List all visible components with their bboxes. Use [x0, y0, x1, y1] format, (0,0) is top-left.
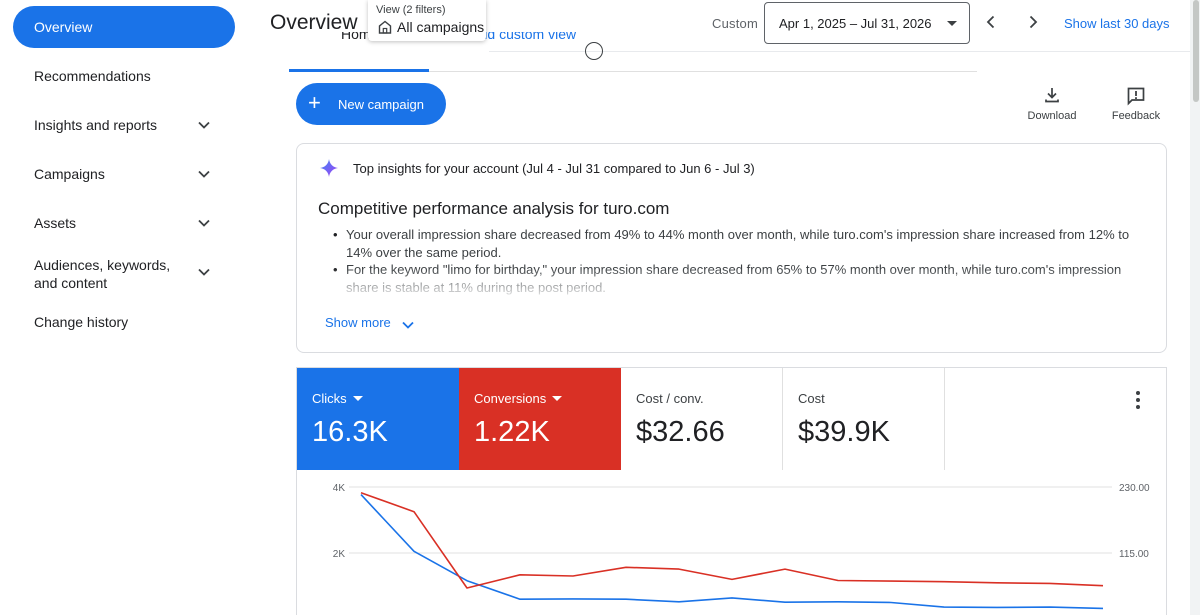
- series-line-clicks: [360, 494, 1104, 610]
- sidebar-item-insights-and-reports[interactable]: Insights and reports: [34, 117, 157, 133]
- plus-icon: +: [308, 90, 321, 115]
- metric-label: Cost / conv.: [636, 391, 704, 406]
- metric-value: $32.66: [636, 416, 725, 448]
- metric-label: Cost: [798, 391, 825, 406]
- y-tick-label-right: 115.00: [1119, 549, 1149, 560]
- chevron-left-icon[interactable]: [983, 14, 999, 30]
- more-vert-icon[interactable]: [1135, 390, 1141, 410]
- tab-add-custom-view[interactable]: + Add custom view: [459, 32, 577, 42]
- show-last-30-days-link[interactable]: Show last 30 days: [1064, 16, 1170, 31]
- caret-down-icon[interactable]: [352, 396, 363, 401]
- metric-label-text: Clicks: [312, 391, 347, 406]
- line-chart: 4K 2K 230.00 115.00: [333, 483, 1150, 610]
- metric-card-cost[interactable]: Cost $39.9K: [783, 368, 945, 470]
- scrollbar-thumb[interactable]: [1193, 0, 1199, 102]
- metric-value: 16.3K: [312, 416, 388, 448]
- insight-bullet: Your overall impression share decreased …: [333, 226, 1133, 261]
- series-line-conversions: [360, 491, 1104, 589]
- date-mode-label: Custom: [712, 16, 758, 31]
- sparkle-icon: [320, 159, 338, 177]
- info-icon[interactable]: [585, 42, 603, 60]
- chevron-down-icon[interactable]: [196, 264, 212, 280]
- tab-bar: Home + Add custom view: [289, 32, 979, 71]
- metric-value: 1.22K: [474, 416, 550, 448]
- view-filter-label: View (2 filters): [376, 4, 446, 16]
- chevron-right-icon[interactable]: [1025, 14, 1041, 30]
- new-campaign-button[interactable]: + New campaign: [296, 83, 446, 125]
- sidebar-item-overview[interactable]: Overview: [13, 6, 235, 48]
- header-divider: [489, 51, 1200, 52]
- sidebar-item-assets[interactable]: Assets: [34, 215, 77, 231]
- feedback-icon: [1127, 87, 1145, 106]
- metric-label: Clicks: [312, 391, 363, 406]
- metric-card-clicks[interactable]: Clicks 16.3K: [297, 368, 459, 470]
- date-range-text: Apr 1, 2025 – Jul 31, 2026: [779, 16, 932, 31]
- page-title: Overview: [270, 11, 358, 34]
- y-tick-label-left: 4K: [333, 483, 346, 494]
- new-campaign-label: New campaign: [338, 97, 424, 112]
- metric-card-conversions[interactable]: Conversions 1.22K: [459, 368, 621, 470]
- y-tick-label-left: 2K: [333, 549, 346, 560]
- download-icon: [1045, 88, 1059, 103]
- tab-home-indicator: [289, 69, 429, 72]
- sidebar-item-audiences[interactable]: Audiences, keywords, and content: [34, 257, 171, 291]
- download-label: Download: [1027, 110, 1077, 122]
- chevron-down-icon[interactable]: [401, 318, 415, 332]
- text-fade-overlay: [317, 268, 1157, 296]
- metric-label-text: Conversions: [474, 391, 547, 406]
- metric-label: Conversions: [474, 391, 563, 406]
- chevron-down-icon[interactable]: [196, 166, 212, 182]
- sidebar-item-campaigns[interactable]: Campaigns: [34, 166, 105, 182]
- y-tick-label-right: 230.00: [1119, 483, 1150, 494]
- date-range-picker[interactable]: Apr 1, 2025 – Jul 31, 2026: [764, 2, 970, 44]
- feedback-label: Feedback: [1111, 110, 1161, 122]
- tab-home[interactable]: Home: [341, 32, 379, 42]
- insights-card: Top insights for your account (Jul 4 - J…: [296, 143, 1167, 353]
- caret-down-icon[interactable]: [552, 396, 563, 401]
- performance-chart: 4K 2K 230.00 115.00: [296, 469, 1167, 615]
- show-more-link[interactable]: Show more: [325, 315, 391, 330]
- sidebar-item-change-history[interactable]: Change history: [34, 314, 129, 330]
- scrollbar[interactable]: [1190, 0, 1200, 615]
- view-filter-value: All campaigns: [397, 19, 485, 35]
- metric-card-cost-per-conv[interactable]: Cost / conv. $32.66: [621, 368, 783, 470]
- metric-value: $39.9K: [798, 416, 890, 448]
- view-filter-dropdown[interactable]: View (2 filters) All campaigns: [368, 0, 486, 41]
- insight-title: Competitive performance analysis for tur…: [318, 199, 670, 218]
- metrics-row: Clicks 16.3K Conversions 1.22K Cost / co…: [296, 367, 1167, 470]
- chevron-down-icon[interactable]: [196, 117, 212, 133]
- sidebar: Overview Recommendations Insights and re…: [0, 0, 250, 615]
- building-icon: [378, 20, 392, 34]
- sidebar-item-recommendations[interactable]: Recommendations: [34, 68, 151, 84]
- tab-divider: [289, 71, 977, 72]
- chevron-down-icon[interactable]: [196, 215, 212, 231]
- caret-down-icon: [947, 21, 957, 26]
- insights-header: Top insights for your account (Jul 4 - J…: [353, 161, 755, 176]
